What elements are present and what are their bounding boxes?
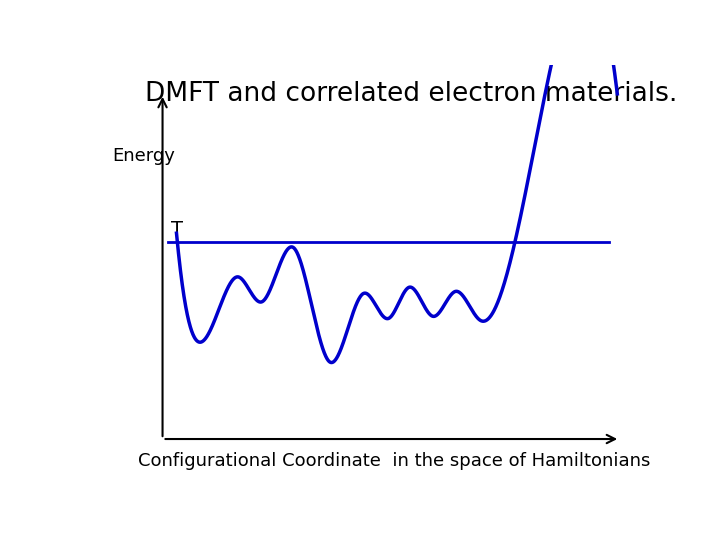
- Text: Configurational Coordinate  in the space of Hamiltonians: Configurational Coordinate in the space …: [138, 452, 650, 470]
- Text: T: T: [171, 220, 183, 239]
- Text: Energy: Energy: [112, 147, 175, 165]
- Text: DMFT and correlated electron materials.: DMFT and correlated electron materials.: [145, 82, 677, 107]
